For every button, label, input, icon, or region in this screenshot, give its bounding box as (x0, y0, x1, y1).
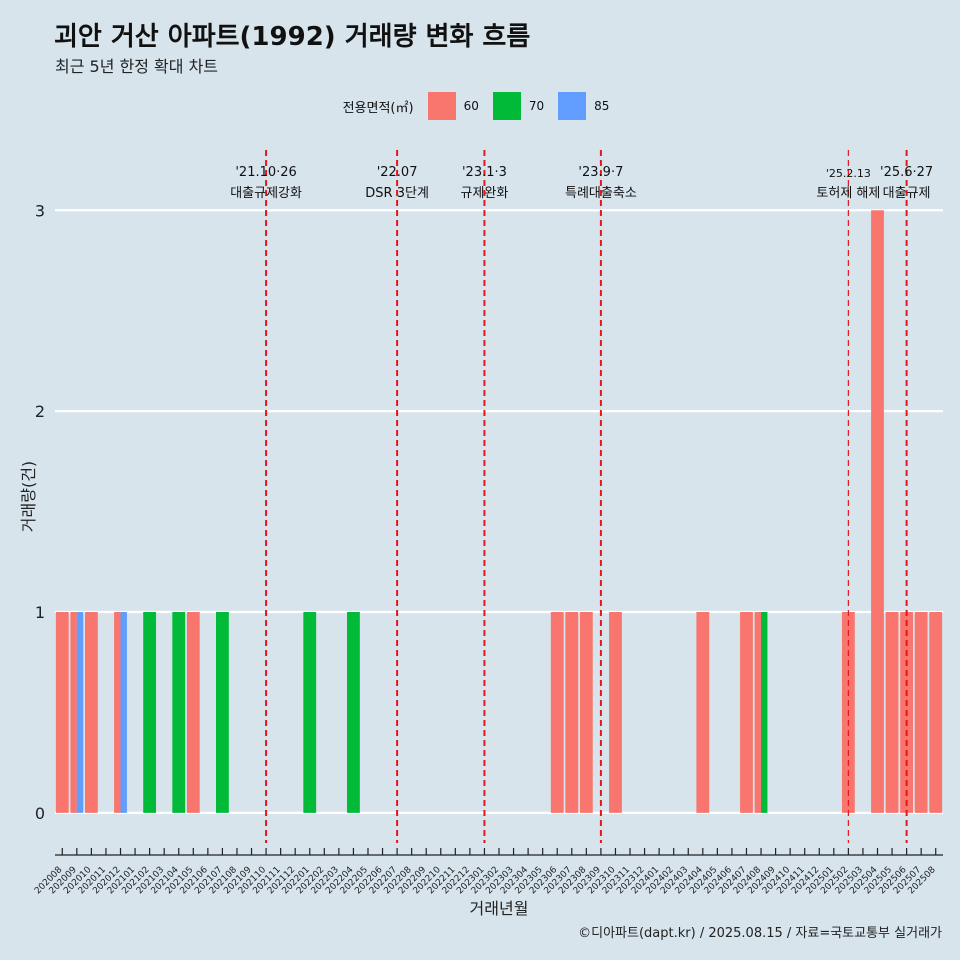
y-tick-label-3: 3 (35, 201, 45, 220)
bar-202508-60 (929, 612, 943, 813)
bar-202204-70 (347, 612, 360, 813)
legend: 전용면적(㎡) 60 70 85 (0, 92, 960, 120)
event-label-202506: 대출규제 (883, 186, 931, 201)
chart-title: 괴안 거산 아파트(1992) 거래량 변화 흐름 (54, 22, 531, 52)
legend-label-70: 70 (528, 99, 545, 113)
bar-202408-60 (754, 612, 762, 813)
event-label-202309: 특례대출축소 (565, 186, 637, 201)
bar-202308-60 (579, 612, 593, 813)
bar-202408-70 (761, 612, 768, 813)
legend-swatch-60 (427, 92, 456, 120)
bar-202102-70 (143, 612, 157, 813)
legend-label-60: 60 (463, 99, 479, 113)
bar-202107-70 (216, 612, 229, 813)
bar-202201-70 (303, 612, 317, 813)
legend-item-85: 85 (558, 92, 609, 120)
event-label-202301: 규제완화 (461, 186, 509, 201)
y-axis-title: 거래량(건) (19, 461, 38, 532)
bar-202009-85 (76, 612, 84, 813)
legend-title: 전용면적(㎡) (342, 100, 414, 116)
event-date-202502: '25.2.13 (826, 167, 871, 180)
event-date-202207: '22.07 (377, 165, 418, 180)
legend-item-60: 60 (427, 92, 479, 120)
bar-202105-60 (186, 612, 200, 813)
y-tick-label-1: 1 (35, 603, 45, 622)
event-label-202207: DSR 3단계 (365, 186, 429, 201)
bar-202407-60 (740, 612, 753, 813)
source-caption: ©디아파트(dapt.kr) / 2025.08.15 / 자료=국토교통부 실… (578, 926, 942, 941)
event-date-202110: '21.10·26 (235, 165, 296, 180)
legend-label-85: 85 (594, 99, 610, 113)
bar-202504-60 (871, 210, 884, 813)
event-label-202502: 토허제 해제 (816, 186, 880, 201)
event-date-202506: '25.6·27 (880, 165, 933, 180)
bar-202012-85 (120, 612, 127, 813)
bar-202307-60 (565, 612, 579, 813)
bar-202009-60 (70, 612, 77, 813)
bar-202404-60 (696, 612, 710, 813)
x-axis-title: 거래년월 (470, 899, 529, 918)
bar-202306-60 (550, 612, 564, 813)
legend-swatch-70 (492, 92, 521, 120)
chart-subtitle: 최근 5년 한정 확대 차트 (55, 57, 219, 76)
bar-202008-60 (55, 612, 69, 813)
bar-202012-60 (114, 612, 121, 813)
bar-202104-70 (172, 612, 186, 813)
bar-202505-60 (885, 612, 899, 813)
bar-202507-60 (914, 612, 928, 813)
bar-202310-60 (609, 612, 622, 813)
y-tick-label-2: 2 (35, 402, 45, 421)
bar-202010-60 (84, 612, 98, 813)
legend-swatch-85 (558, 92, 587, 120)
y-tick-label-0: 0 (35, 804, 45, 823)
legend-item-70: 70 (492, 92, 545, 120)
event-date-202309: '23.9·7 (578, 165, 623, 180)
event-label-202110: 대출규제강화 (230, 186, 302, 201)
event-date-202301: '23.1·3 (462, 165, 507, 180)
